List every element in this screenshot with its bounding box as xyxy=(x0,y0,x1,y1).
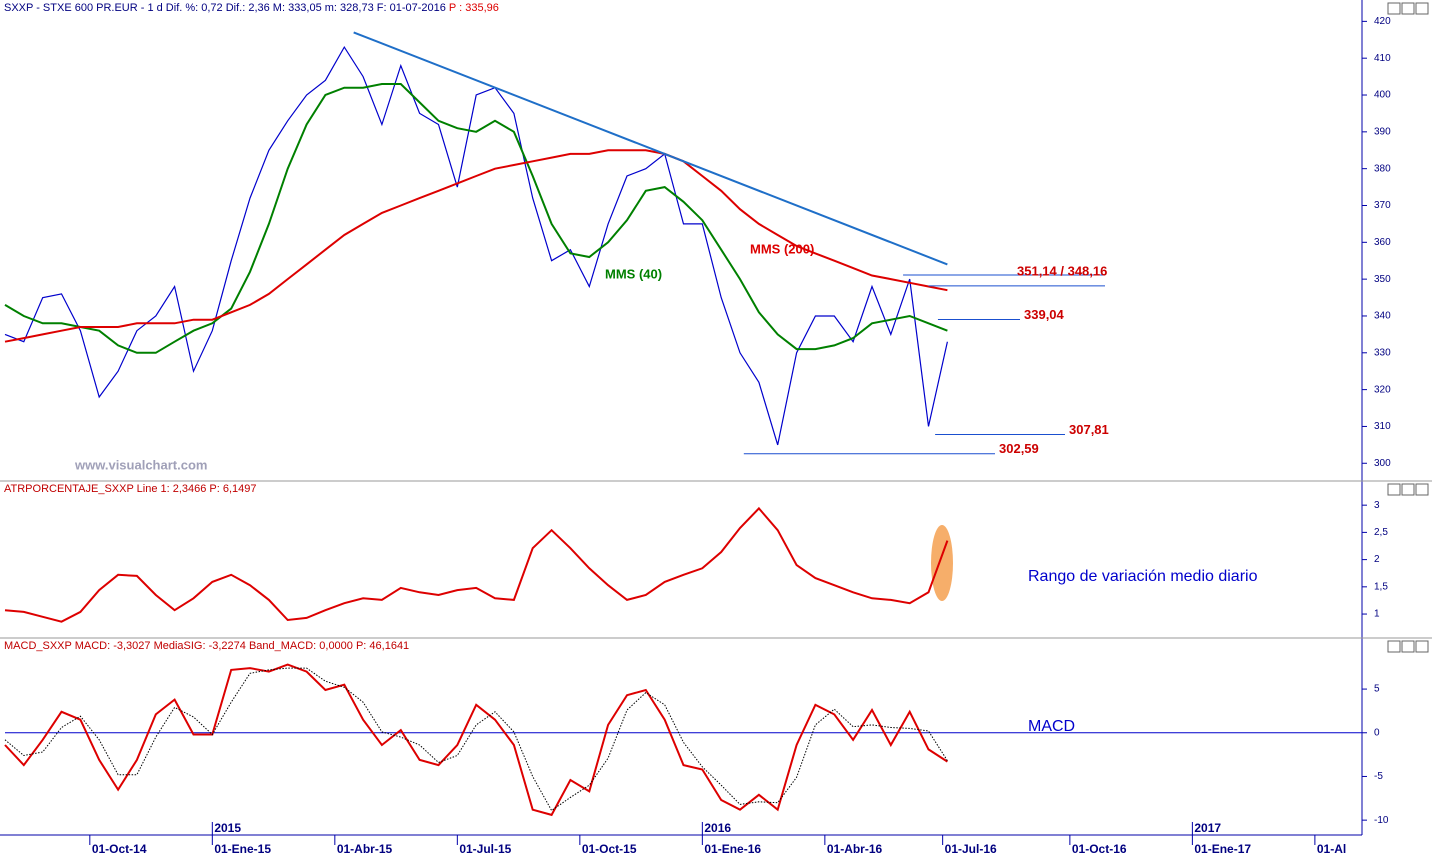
x-tick-label: 01-Ene-17 xyxy=(1194,842,1251,856)
level-label: 302,59 xyxy=(999,441,1039,456)
y-tick-label: 2 xyxy=(1374,554,1380,565)
series-line xyxy=(4,149,948,343)
annotation: MACD xyxy=(1028,718,1075,735)
y-tick-label: 410 xyxy=(1374,53,1391,64)
x-tick-label: 01-Oct-14 xyxy=(92,842,147,856)
level-label: 339,04 xyxy=(1024,307,1065,322)
x-tick-label: 01-Jul-16 xyxy=(945,842,997,856)
y-tick-label: 5 xyxy=(1374,684,1380,695)
y-tick-label: 370 xyxy=(1374,200,1391,211)
y-tick-label: 2,5 xyxy=(1374,527,1388,538)
trendline xyxy=(353,31,948,266)
y-tick-label: 1 xyxy=(1374,609,1380,620)
level-label: 351,14 / 348,16 xyxy=(1017,263,1107,278)
x-tick-label: 01-Oct-16 xyxy=(1072,842,1127,856)
y-tick-label: 390 xyxy=(1374,126,1391,137)
watermark: www.visualchart.com xyxy=(74,457,207,472)
y-tick-label: 320 xyxy=(1374,384,1391,395)
y-tick-label: 330 xyxy=(1374,347,1391,358)
series-line xyxy=(4,45,948,446)
y-tick-label: -5 xyxy=(1374,771,1383,782)
x-tick-label: 01-Abr-16 xyxy=(827,842,883,856)
y-tick-label: 3 xyxy=(1374,500,1380,511)
title-price: P : 335,96 xyxy=(449,2,499,14)
y-tick-label: 310 xyxy=(1374,421,1391,432)
series-label: MMS (200) xyxy=(750,241,814,256)
annotation: Rango de variación medio diario xyxy=(1028,568,1258,585)
series-label: MMS (40) xyxy=(605,266,662,281)
x-tick-label: 01-Abr-15 xyxy=(337,842,393,856)
series-line xyxy=(4,506,949,623)
x-tick-label: 01-Oct-15 xyxy=(582,842,637,856)
series-line xyxy=(4,83,948,354)
y-tick-label: 360 xyxy=(1374,237,1391,248)
y-tick-label: -10 xyxy=(1374,815,1389,826)
y-tick-label: 1,5 xyxy=(1374,581,1388,592)
highlight xyxy=(931,525,953,601)
year-label: 2016 xyxy=(704,821,731,835)
level-label: 307,81 xyxy=(1069,422,1109,437)
y-tick-label: 0 xyxy=(1374,727,1380,738)
chart-title: SXXP - STXE 600 PR.EUR - 1 d Dif. %: 0,7… xyxy=(4,2,499,14)
y-tick-label: 380 xyxy=(1374,163,1391,174)
x-tick-label: 01-Jul-15 xyxy=(459,842,511,856)
y-tick-label: 420 xyxy=(1374,16,1391,27)
x-tick-label: 01-Ene-16 xyxy=(704,842,761,856)
title-text: SXXP - STXE 600 PR.EUR - 1 d Dif. %: 0,7… xyxy=(4,2,446,14)
year-label: 2017 xyxy=(1194,821,1221,835)
y-tick-label: 340 xyxy=(1374,311,1391,322)
window-buttons[interactable] xyxy=(1387,2,1429,653)
year-label: 2015 xyxy=(214,821,241,835)
x-tick-label: 01-Al xyxy=(1317,842,1346,856)
panel-title: MACD_SXXP MACD: -3,3027 MediaSIG: -3,227… xyxy=(4,640,409,652)
series-line xyxy=(4,663,948,817)
y-tick-label: 350 xyxy=(1374,274,1391,285)
panel-title: ATRPORCENTAJE_SXXP Line 1: 2,3466 P: 6,1… xyxy=(4,483,257,495)
y-tick-label: 300 xyxy=(1374,458,1391,469)
y-tick-label: 400 xyxy=(1374,90,1391,101)
x-tick-label: 01-Ene-15 xyxy=(214,842,271,856)
